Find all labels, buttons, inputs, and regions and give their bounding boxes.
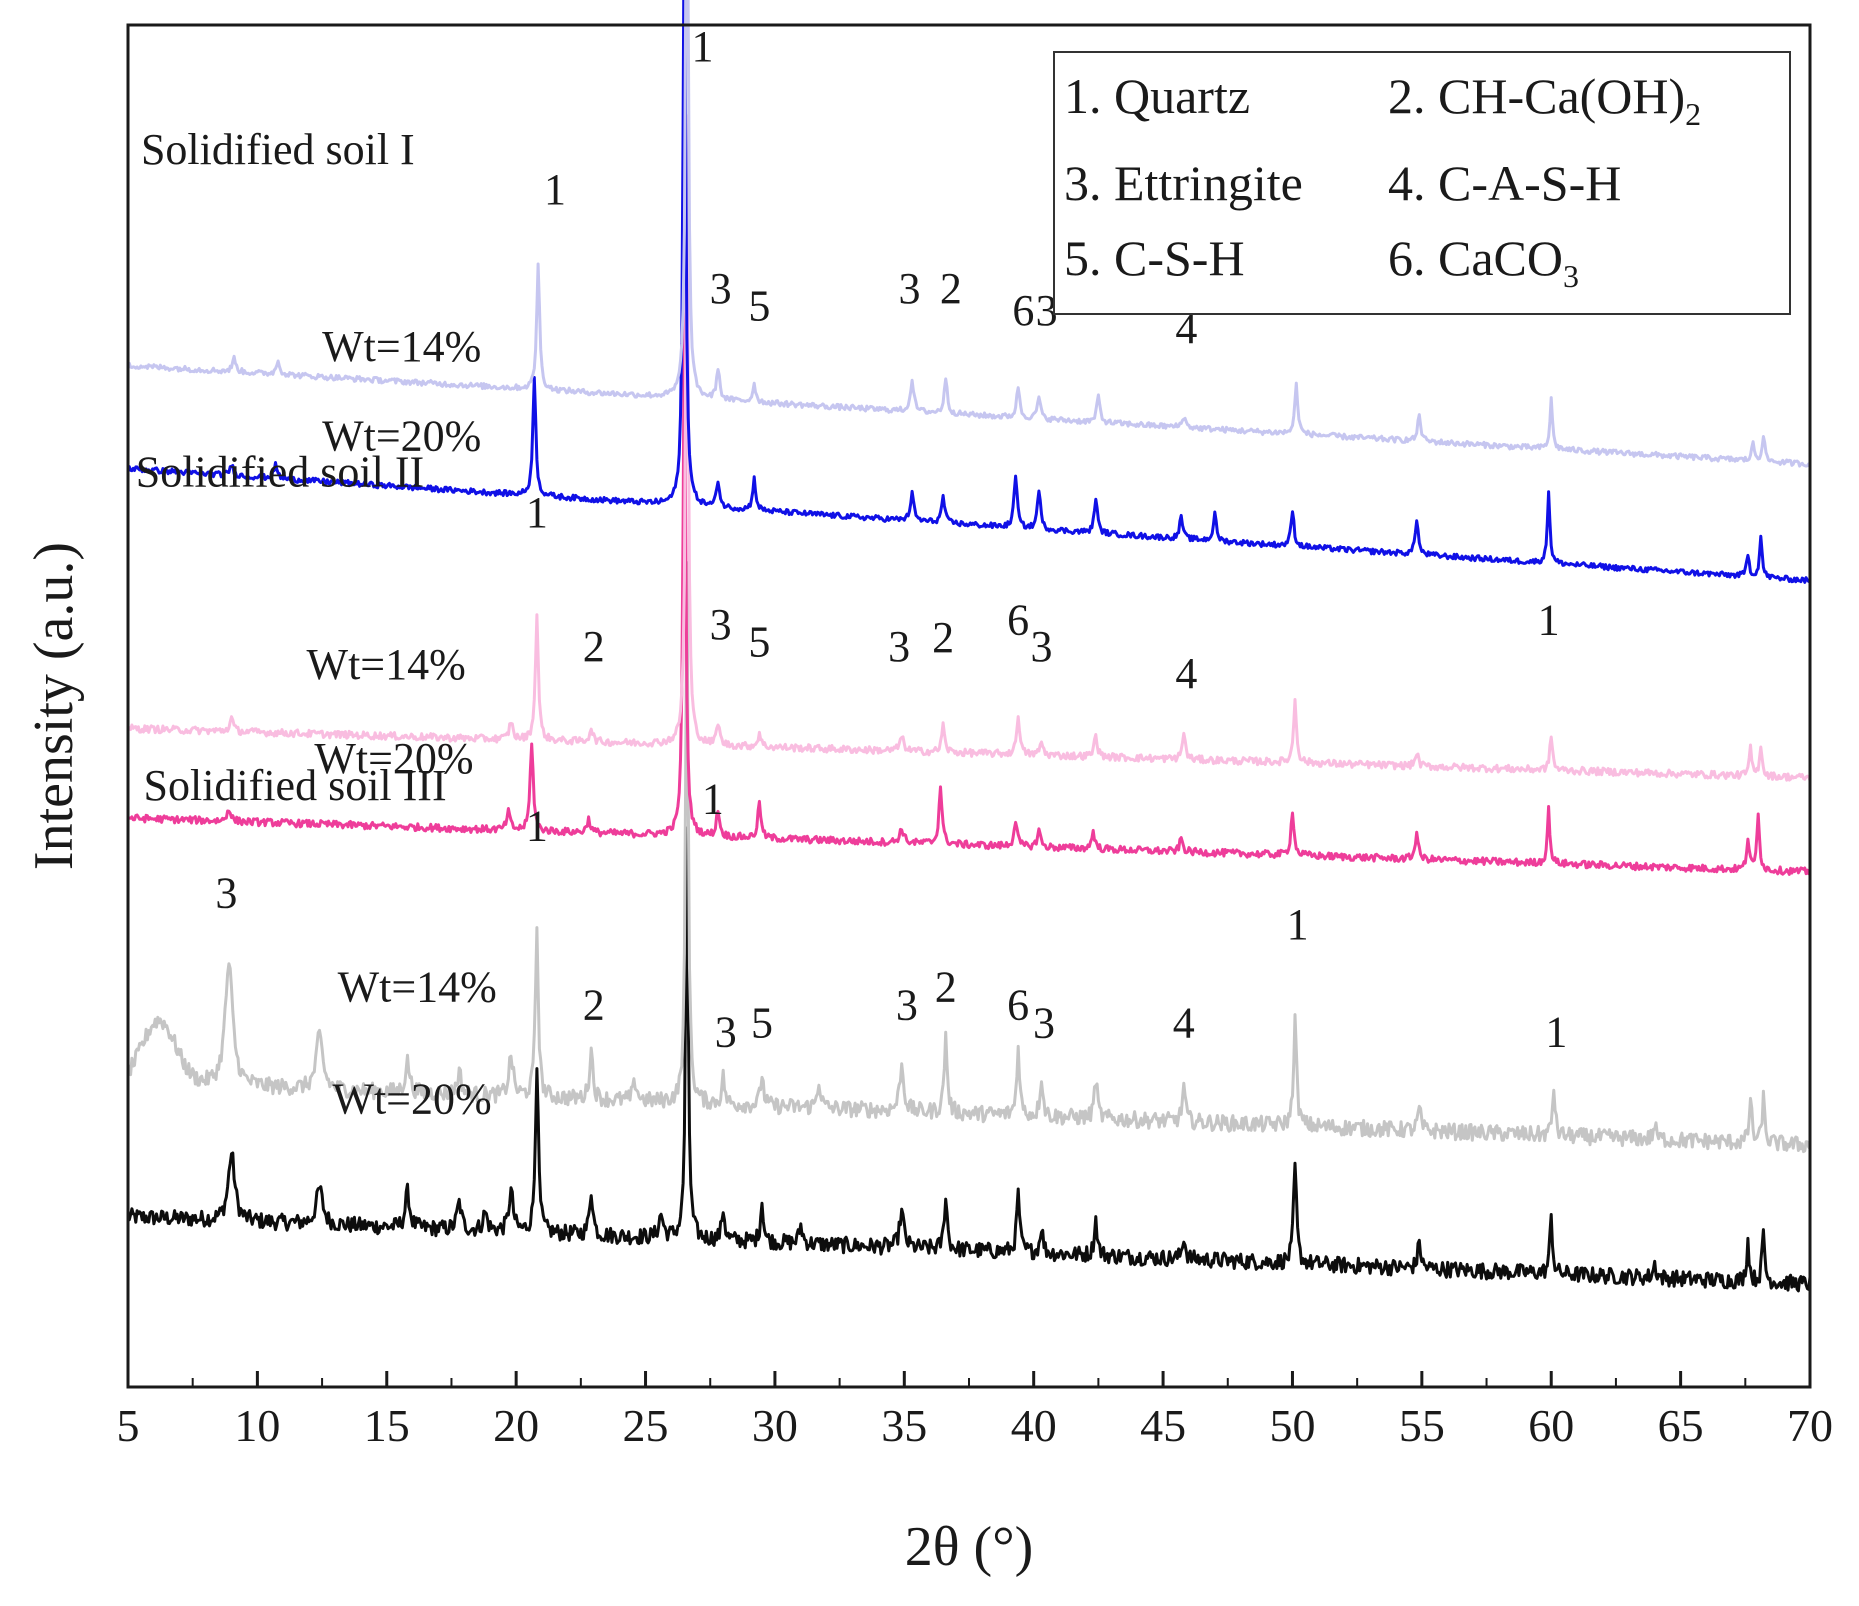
group-label: Solidified soil II (136, 447, 424, 496)
peak-label: 3 (898, 264, 920, 313)
peak-label: 1 (544, 165, 566, 214)
peak-label: 2 (932, 613, 954, 662)
x-tick-label: 40 (1011, 1400, 1057, 1451)
peak-label: 5 (751, 999, 773, 1048)
peak-label: 2 (583, 981, 605, 1030)
series-label: Wt=20% (322, 412, 481, 461)
peak-label: 1 (702, 775, 724, 824)
x-tick-label: 55 (1399, 1400, 1445, 1451)
peak-label: 3 (710, 600, 732, 649)
x-tick-label: 65 (1658, 1400, 1704, 1451)
series-label: Wt=20% (314, 734, 473, 783)
legend-entry: 4. C-A-S-H (1388, 155, 1621, 211)
peak-label: 2 (583, 622, 605, 671)
legend: 1. Quartz 2. CH-Ca(OH)2 3. Ettringite 4. C-… (1053, 51, 1791, 315)
series-line-group1-wt14 (126, 0, 1812, 468)
peak-label: 1 (526, 801, 548, 850)
legend-entry: 3. Ettringite (1064, 155, 1303, 211)
x-axis-title: 2θ (°) (905, 1516, 1034, 1578)
legend-entry: 6. CaCO3 (1388, 230, 1579, 294)
peak-label: 1 (1287, 900, 1309, 949)
peak-label: 1 (1545, 1008, 1567, 1057)
peak-label: 3 (715, 1008, 737, 1057)
peak-label: 6 (1007, 595, 1029, 644)
series-layer (126, 0, 1812, 1293)
peak-label: 1 (691, 22, 713, 71)
series-line-group3-wt14 (127, 561, 1812, 1154)
series-label: Wt=14% (338, 963, 497, 1012)
peak-label: 3 (1036, 286, 1058, 335)
peak-label: 1 (1538, 595, 1560, 644)
x-tick-label: 50 (1269, 1400, 1315, 1451)
peak-label: 2 (935, 963, 957, 1012)
peak-label: 3 (710, 264, 732, 313)
group-label: Solidified soil III (144, 761, 447, 810)
series-label: Wt=20% (332, 1075, 491, 1124)
series-line-group2-wt20 (127, 298, 1811, 876)
legend-entry: 5. C-S-H (1064, 230, 1245, 286)
peak-label: 5 (748, 282, 770, 331)
x-tick-label: 45 (1140, 1400, 1186, 1451)
peak-label: 6 (1012, 286, 1034, 335)
legend-entry: 2. CH-Ca(OH)2 (1388, 68, 1701, 132)
legend-entry: 1. Quartz (1064, 68, 1250, 124)
x-tick-label: 15 (364, 1400, 410, 1451)
x-tick-label: 70 (1787, 1400, 1833, 1451)
x-tick-label: 60 (1528, 1400, 1574, 1451)
x-tick-label: 5 (117, 1400, 140, 1451)
peak-label: 4 (1175, 649, 1197, 698)
x-tick-label: 25 (623, 1400, 669, 1451)
legend-entries: 1. Quartz 2. CH-Ca(OH)2 3. Ettringite 4. C-… (1064, 68, 1701, 294)
series-line-group3-wt20 (126, 826, 1812, 1293)
peak-label: 4 (1175, 304, 1197, 353)
peak-label: 3 (1033, 999, 1055, 1048)
peak-label: 3 (888, 622, 910, 671)
annotation-layer: Solidified soil I Solidified soil II Solid… (136, 22, 1568, 1124)
series-line-group1-wt20 (127, 0, 1812, 584)
peak-label: 1 (526, 488, 548, 537)
x-tick-label: 30 (752, 1400, 798, 1451)
x-tick-label: 20 (493, 1400, 539, 1451)
legend-box (1053, 51, 1791, 315)
peak-label: 4 (1173, 999, 1195, 1048)
peak-label: 2 (940, 264, 962, 313)
series-line-group2-wt14 (126, 114, 1812, 782)
series-label: Wt=14% (322, 322, 481, 371)
peak-label: 5 (748, 618, 770, 667)
peak-label: 3 (896, 981, 918, 1030)
x-axis-ticks: 5 10 15 20 25 30 35 40 45 50 55 60 65 70 (117, 1371, 1833, 1451)
peak-label: 3 (215, 869, 237, 918)
y-axis-title: Intensity (a.u.) (23, 542, 85, 870)
group-label: Solidified soil I (141, 125, 415, 174)
peak-label: 6 (1007, 981, 1029, 1030)
x-tick-label: 35 (881, 1400, 927, 1451)
peak-label: 3 (1030, 622, 1052, 671)
x-tick-label: 10 (234, 1400, 280, 1451)
series-label: Wt=14% (307, 640, 466, 689)
